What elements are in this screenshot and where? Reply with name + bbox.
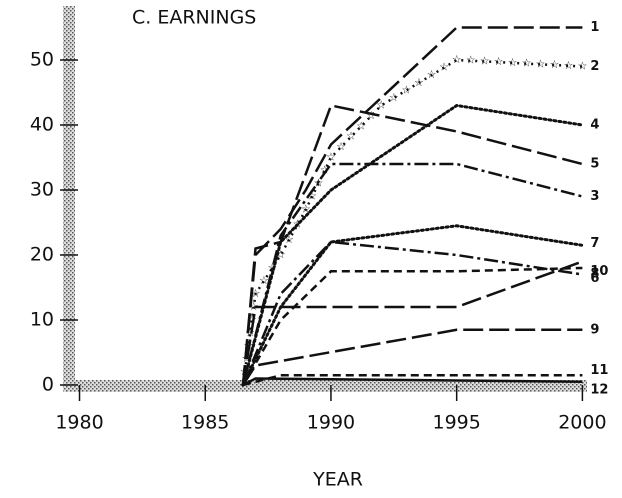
series-line [242, 377, 583, 387]
series-label: 1 [590, 20, 599, 35]
series-line [241, 260, 583, 386]
star-marker: ☆ [251, 287, 261, 300]
star-marker: ☆ [522, 57, 532, 70]
y-tick-label: 10 [30, 309, 54, 331]
star-marker: ☆ [307, 190, 317, 203]
star-marker: ☆ [284, 233, 294, 246]
series-label: 8 [590, 267, 599, 282]
series-label: 2 [590, 59, 599, 74]
star-marker: ☆ [267, 261, 277, 274]
series-line [242, 374, 583, 387]
star-marker: ☆ [247, 313, 257, 326]
series-line [241, 58, 583, 386]
series-label: 7 [590, 236, 599, 251]
star-marker: ☆ [389, 91, 399, 104]
x-tick-label: 1985 [181, 412, 229, 434]
star-marker: ☆ [356, 119, 366, 132]
star-marker: ☆ [508, 56, 518, 69]
star-marker: ☆ [536, 57, 546, 70]
star-marker: ☆ [276, 248, 286, 261]
series-label: 3 [590, 189, 599, 204]
star-marker: ☆ [326, 151, 336, 164]
y-axis-band [63, 6, 75, 392]
star-marker: ☆ [376, 99, 386, 112]
x-tick-label: 1990 [307, 412, 355, 434]
series-line [241, 328, 583, 386]
star-marker: ☆ [577, 60, 587, 73]
x-axis-label: YEAR [312, 469, 363, 491]
star-marker: ☆ [480, 54, 490, 67]
y-tick-label: 30 [30, 179, 54, 201]
y-tick-label: 20 [30, 244, 54, 266]
star-marker: ☆ [249, 300, 259, 313]
series-line [241, 104, 583, 386]
star-marker: ☆ [346, 130, 356, 143]
y-tick-label: 40 [30, 114, 54, 136]
chart-title: C. EARNINGS [132, 7, 256, 29]
series-label: 5 [590, 157, 599, 172]
series-label: 10 [590, 264, 608, 279]
star-marker: ☆ [439, 61, 449, 74]
series-line [241, 240, 583, 386]
series-label: 9 [590, 322, 599, 337]
series-line [241, 266, 583, 386]
series-line [241, 162, 583, 386]
series-line [241, 103, 584, 387]
star-marker: ☆ [452, 53, 462, 66]
series-label: 11 [590, 363, 608, 378]
series-label: 6 [590, 271, 599, 286]
x-tick-label: 1995 [432, 412, 480, 434]
star-marker: ☆ [336, 140, 346, 153]
y-tick-label: 50 [30, 49, 54, 71]
star-marker: ☆ [301, 203, 311, 216]
y-tick-label: 0 [42, 374, 54, 396]
star-marker: ☆ [320, 164, 330, 177]
series-label: 4 [590, 118, 599, 133]
series-label: 12 [590, 382, 608, 397]
star-marker: ☆ [427, 68, 437, 81]
star-marker: ☆ [494, 55, 504, 68]
star-marker: ☆ [466, 54, 476, 67]
x-tick-label: 2000 [558, 412, 606, 434]
star-marker: ☆ [563, 59, 573, 72]
star-marker: ☆ [401, 83, 411, 96]
x-tick-label: 1980 [55, 412, 103, 434]
star-marker: ☆ [259, 274, 269, 287]
star-marker: ☆ [550, 58, 560, 71]
star-marker: ☆ [366, 109, 376, 122]
star-marker: ☆ [414, 76, 424, 89]
